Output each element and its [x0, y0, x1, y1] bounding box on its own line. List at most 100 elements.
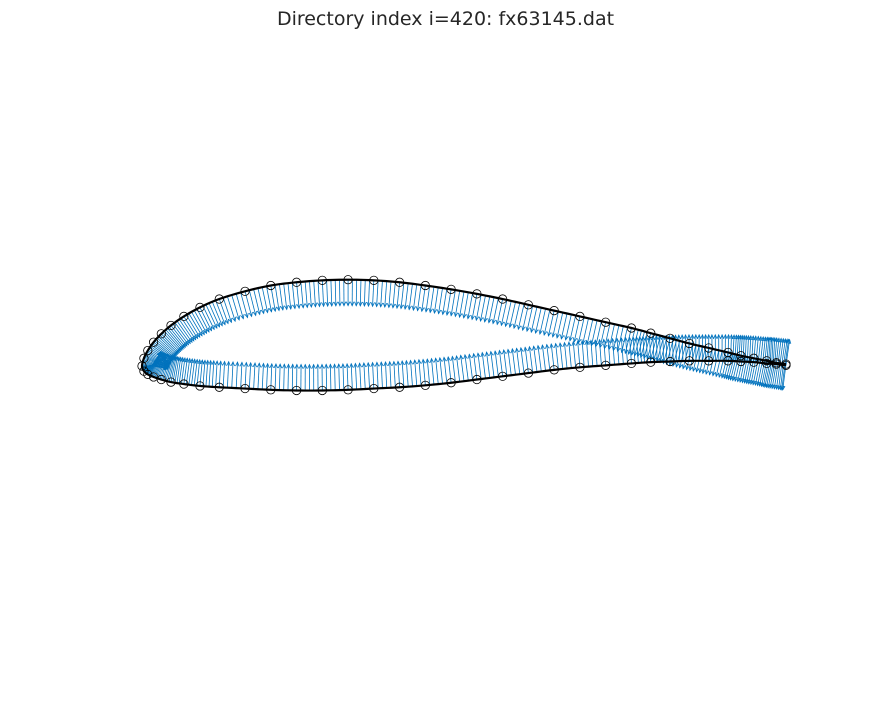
surface-point [498, 294, 508, 304]
normal-vector [163, 330, 183, 352]
surface-point [601, 360, 611, 370]
normal-vector [252, 362, 257, 390]
surface-point-markers [137, 275, 791, 396]
normal-vector [273, 363, 278, 390]
normal-vector [538, 308, 546, 336]
surface-point [291, 277, 302, 287]
normal-vector [484, 351, 491, 378]
normal-vector [417, 358, 422, 386]
surface-point [266, 280, 276, 291]
normal-vector [399, 282, 405, 310]
surface-point [781, 360, 791, 370]
normal-vector [714, 350, 723, 378]
normal-vector [383, 360, 388, 388]
normal-vector [391, 360, 397, 388]
normal-vector [424, 286, 431, 313]
normal-vector [504, 300, 512, 328]
normal-vector [382, 281, 388, 309]
normal-vector [589, 339, 594, 367]
surface-point [240, 286, 250, 296]
normal-vector [303, 363, 308, 391]
normal-vector [530, 306, 538, 334]
normal-vector [240, 292, 249, 319]
normal-vector [438, 356, 443, 384]
normal-vector [239, 361, 244, 389]
normal-vector [274, 284, 281, 312]
normal-vector [532, 345, 538, 373]
surface-point [137, 361, 147, 371]
surface-point [148, 337, 159, 347]
normal-vector [766, 362, 774, 389]
normal-vector [562, 341, 568, 369]
normal-vector [466, 293, 473, 320]
normal-vector [412, 359, 418, 387]
normal-vector [514, 347, 521, 375]
normal-vector [506, 348, 512, 376]
normal-vector [542, 309, 551, 336]
surface-point [575, 362, 585, 372]
normal-vector [737, 334, 743, 362]
normal-vector [227, 296, 237, 323]
normal-vector [459, 354, 465, 382]
normal-vector [650, 335, 656, 363]
normal-vector [441, 288, 448, 316]
normal-vector [235, 293, 245, 320]
surface-point [214, 382, 224, 392]
normal-vector [763, 361, 771, 388]
normal-vector [433, 357, 439, 385]
normal-vector [324, 363, 329, 391]
surface-point [665, 356, 675, 367]
normal-vector [454, 354, 461, 382]
normal-vector [325, 280, 330, 308]
surface-point [446, 284, 456, 294]
normal-vector [248, 290, 257, 317]
normal-vector [415, 284, 422, 312]
normal-vector [361, 362, 367, 390]
normal-vector [462, 292, 469, 319]
surface-point [749, 353, 759, 363]
normal-vector [453, 290, 461, 318]
surface-point [240, 383, 250, 394]
normal-vector [458, 291, 465, 319]
normal-vector [567, 341, 572, 369]
normal-vector [483, 296, 491, 323]
surface-point [749, 357, 759, 367]
normal-vector [765, 361, 773, 389]
normal-vector [256, 362, 262, 390]
normal-vector [723, 333, 728, 361]
surface-point [684, 356, 695, 366]
normal-vector [584, 339, 590, 367]
normal-vector [337, 279, 343, 307]
surface-point [156, 329, 166, 339]
normal-vector [167, 328, 185, 349]
normal-vector [711, 350, 720, 377]
normal-vector [555, 312, 564, 339]
surface-point [684, 338, 695, 349]
normal-vector [634, 336, 639, 363]
normal-vector [719, 333, 725, 361]
surface-point [523, 300, 534, 310]
normal-vector [172, 355, 179, 383]
normal-vector [770, 336, 776, 364]
surface-point [317, 385, 327, 396]
normal-vector [286, 363, 291, 391]
surface-point [369, 383, 379, 394]
surface-point [291, 385, 302, 396]
normal-vector [487, 297, 495, 324]
normal-vector [350, 279, 355, 307]
normal-vector [519, 346, 525, 374]
normal-vector [690, 333, 695, 361]
normal-vector [560, 313, 568, 340]
normal-vector [411, 284, 418, 312]
normal-vector [215, 300, 226, 326]
normal-vector [597, 338, 602, 366]
normal-vector [329, 279, 334, 307]
normal-vector [366, 361, 371, 389]
normal-vector [564, 314, 572, 341]
normal-vector [313, 280, 318, 308]
surface-point [575, 311, 585, 322]
normal-vector [349, 362, 354, 390]
surface-point [601, 317, 611, 327]
normal-vector [480, 351, 486, 379]
normal-vector [781, 338, 787, 365]
